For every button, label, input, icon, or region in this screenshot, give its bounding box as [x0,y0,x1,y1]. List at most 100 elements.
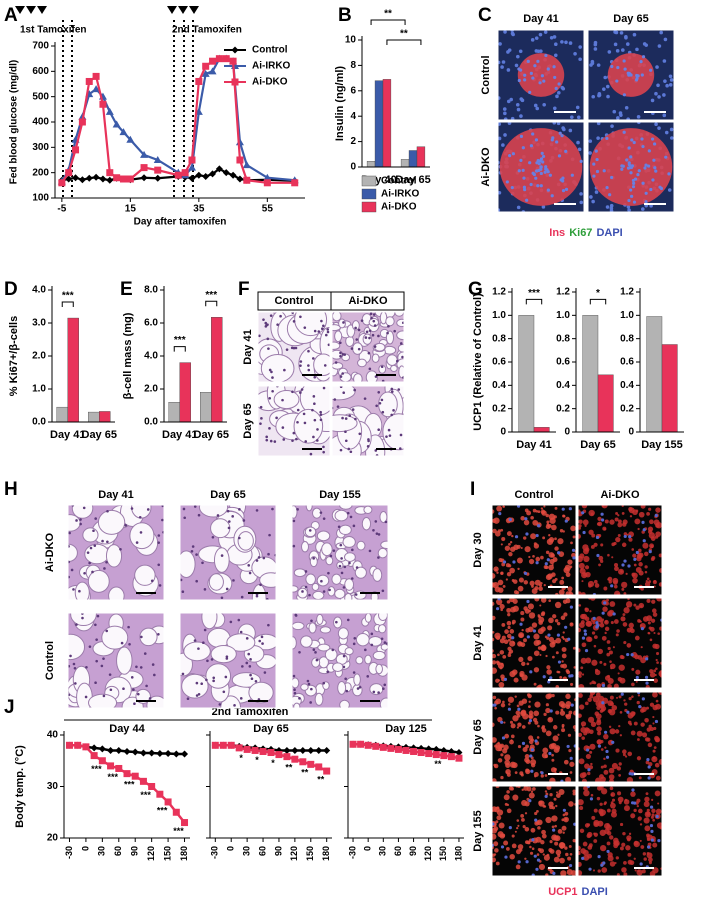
nucleus [392,409,395,412]
nucleus [373,324,377,327]
nucleus [105,560,108,564]
nucleus [609,209,614,212]
ucp1-signal [631,548,635,551]
ucp1-signal [527,603,534,610]
adipocyte [396,318,404,328]
micrograph [577,691,663,783]
nucleus [383,641,387,644]
ucp1-signal [498,822,505,829]
ucp1-signal [500,608,503,612]
nucleus [657,839,661,843]
micrograph [331,311,405,383]
ucp1-signal [565,669,570,673]
ucp1-signal [492,630,495,634]
bar [168,402,180,423]
ucp1-signal [588,583,592,588]
nucleus [195,553,198,556]
nucleus [299,364,302,367]
frame [257,311,331,383]
nucleus [339,341,342,345]
ucp1-signal [600,705,607,712]
subplot-title: Day 65 [253,723,288,735]
ucp1-signal [554,841,559,846]
nucleus [108,673,112,676]
adipocyte [364,613,372,623]
nucleus [526,635,530,639]
ucp1-signal [615,633,619,637]
ucp1-signal [494,586,501,593]
adipocyte [378,613,388,621]
legend-label: Ai-IRKO [252,61,291,72]
nucleus [561,176,565,180]
ucp1-signal [554,537,557,541]
y-axis-label: β-cell mass (mg) [122,312,134,399]
nucleus [519,97,524,101]
ucp1-signal [526,662,530,666]
nucleus [358,685,362,689]
nucleus [322,450,325,454]
ucp1-signal [520,547,523,550]
nucleus [627,146,631,150]
ucp1-signal [596,683,602,688]
nucleus [502,107,507,111]
nucleus [597,855,601,859]
ucp1-signal [603,586,608,591]
nucleus [536,858,541,862]
ucp1-signal [568,844,572,848]
nucleus [307,682,311,686]
adipocyte [378,391,398,418]
ucp1-signal [581,736,585,740]
ucp1-signal [504,733,510,739]
significance: * [271,758,275,768]
nucleus [202,641,205,645]
nucleus [86,551,90,554]
ucp1-signal [611,762,618,770]
ucp1-signal [638,776,642,780]
frame [497,121,585,213]
nucleus [541,154,546,159]
ucp1-signal [581,592,586,595]
nucleus [581,636,586,640]
adipocyte [332,349,344,360]
nucleus [266,337,270,341]
point [164,798,172,806]
point [291,179,299,187]
nucleus [525,860,529,864]
nucleus [255,509,259,512]
nucleus [127,625,130,629]
nucleus [146,508,150,511]
adipocyte [293,702,301,708]
ucp1-signal [520,516,525,521]
ucp1-signal [619,846,624,851]
ucp1-signal [508,703,511,706]
ucp1-signal [606,598,609,602]
ucp1-signal [581,505,588,509]
ucp1-signal [532,717,538,723]
nucleus [570,115,574,119]
ucp1-signal [545,550,550,555]
nucleus [651,178,655,182]
ucp1-signal [492,853,496,857]
adipocyte [344,578,355,591]
nucleus [370,643,374,647]
ucp1-signal [544,754,549,759]
ucp1-signal [600,788,608,795]
nucleus [303,421,307,425]
ucp1-signal [560,664,564,668]
nucleus [381,589,385,593]
nucleus [203,628,207,632]
ucp1-signal [644,825,651,832]
y-tick-label: 0.4 [556,380,570,391]
point [172,750,180,758]
ucp1-signal [626,643,632,648]
nucleus [517,707,521,711]
nucleus [227,526,231,530]
ucp1-signal [503,744,509,750]
significance: ** [434,759,442,769]
nucleus [532,172,537,177]
nucleus [516,54,520,59]
ucp1-signal [521,661,526,667]
nucleus [79,518,82,521]
ucp1-signal [527,656,533,662]
ucp1-signal [643,801,650,808]
